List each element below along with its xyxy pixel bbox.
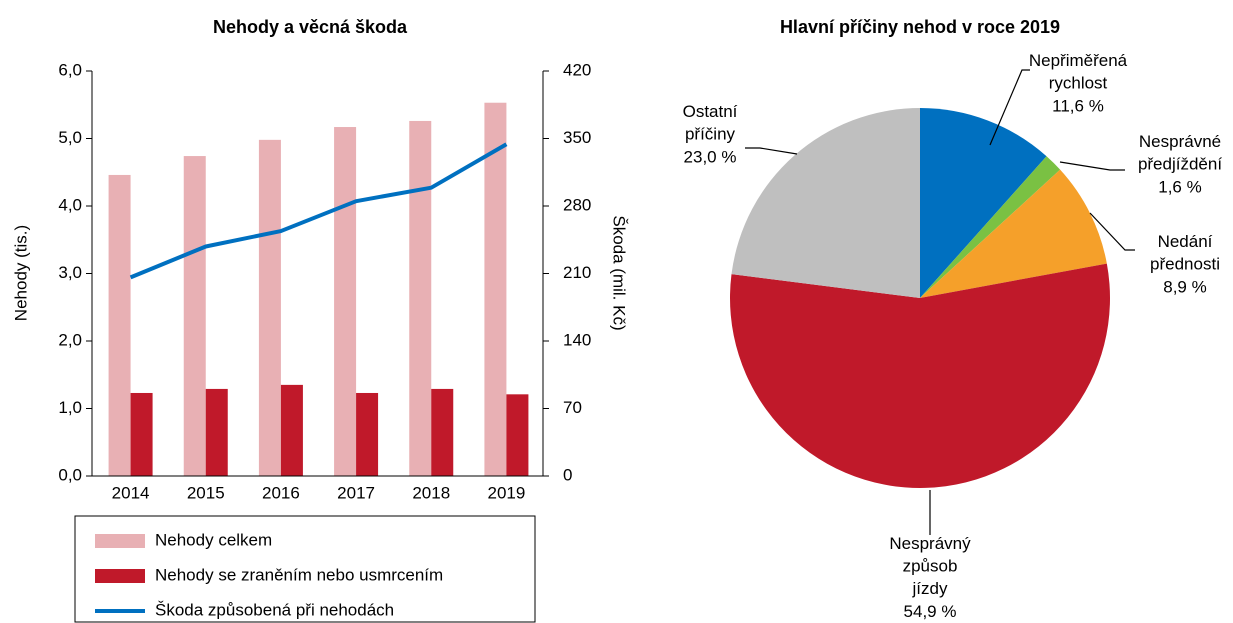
leader-line [1089, 212, 1135, 251]
slice-label-line: Nedání [1158, 232, 1213, 251]
slice-label: Nesprávný způsob jízdy [889, 534, 971, 598]
y2-tick-label: 0 [563, 465, 572, 484]
slice-label: Nedání přednosti [1150, 232, 1220, 274]
bar [334, 127, 357, 477]
x-tick-label: 2016 [262, 483, 300, 502]
slice-label: Nesprávné předjíždění [1138, 132, 1222, 174]
y-tick-label: 1,0 [58, 398, 82, 417]
slice-value-label: 8,9 % [1163, 277, 1206, 296]
line-series [129, 142, 508, 280]
slice-label-line: předjíždění [1138, 155, 1222, 174]
slice-value-label: 23,0 % [684, 147, 737, 166]
slice-label: Nepřiměřená rychlost [1029, 51, 1128, 93]
y-tick-label: 2,0 [58, 330, 82, 349]
x-tick-label: 2019 [488, 483, 526, 502]
chart-title: Nehody a věcná škoda [213, 17, 408, 37]
slice-label-line: Nepřiměřená [1029, 51, 1128, 70]
y2-tick-label: 280 [563, 195, 591, 214]
slice-label-line: přednosti [1150, 255, 1220, 274]
y2-tick-label: 140 [563, 330, 591, 349]
leader-line [989, 69, 1030, 146]
y2-tick-label: 420 [563, 60, 591, 79]
slice-label-line: způsob [903, 557, 958, 576]
bar [258, 139, 281, 476]
x-tick-label: 2017 [337, 483, 375, 502]
y-axis-label: Nehody (tis.) [11, 225, 30, 321]
legend-swatch [95, 569, 145, 583]
slice-label-line: příčiny [685, 125, 736, 144]
bar [506, 394, 529, 476]
y-tick-label: 0,0 [58, 465, 82, 484]
slice-label-line: Nesprávné [1139, 132, 1221, 151]
legend-label: Nehody se zraněním nebo usmrcením [155, 565, 443, 584]
legend-swatch [95, 534, 145, 548]
leader-line [745, 147, 798, 155]
slice-value-label: 54,9 % [904, 602, 957, 621]
slice-value-label: 1,6 % [1158, 177, 1201, 196]
bar [484, 102, 507, 476]
x-tick-label: 2018 [412, 483, 450, 502]
x-tick-label: 2015 [187, 483, 225, 502]
y-tick-label: 4,0 [58, 195, 82, 214]
pie-slice [920, 156, 1061, 298]
bar [183, 156, 206, 477]
slice-label-line: Ostatní [683, 102, 738, 121]
y-tick-label: 6,0 [58, 60, 82, 79]
legend-label: Nehody celkem [155, 530, 272, 549]
leader-line [1059, 161, 1125, 171]
y2-tick-label: 350 [563, 128, 591, 147]
y2-tick-label: 70 [563, 398, 582, 417]
x-tick-label: 2014 [112, 483, 150, 502]
bar [409, 120, 432, 476]
bar [108, 174, 131, 476]
y-tick-label: 3,0 [58, 263, 82, 282]
pie-slice [920, 169, 1107, 298]
slice-label: Ostatní příčiny [683, 102, 738, 144]
slice-label-line: jízdy [912, 579, 948, 598]
y2-axis-label: Škoda (mil. Kč) [610, 215, 629, 330]
pie-slice [731, 108, 920, 298]
bar [205, 388, 228, 476]
chart-title: Hlavní příčiny nehod v roce 2019 [780, 17, 1060, 37]
slice-value-label: 11,6 % [1052, 96, 1104, 115]
legend-box [74, 515, 536, 623]
bar [280, 384, 303, 476]
legend-label: Škoda způsobená při nehodách [155, 600, 394, 619]
y2-tick-label: 210 [563, 263, 591, 282]
pie-slice [730, 263, 1110, 488]
bar [130, 392, 153, 476]
bar [356, 392, 379, 476]
pie-slice [920, 108, 1047, 298]
bar [431, 388, 454, 476]
slice-label-line: Nesprávný [889, 534, 971, 553]
y-tick-label: 5,0 [58, 128, 82, 147]
slice-label-line: rychlost [1049, 74, 1108, 93]
